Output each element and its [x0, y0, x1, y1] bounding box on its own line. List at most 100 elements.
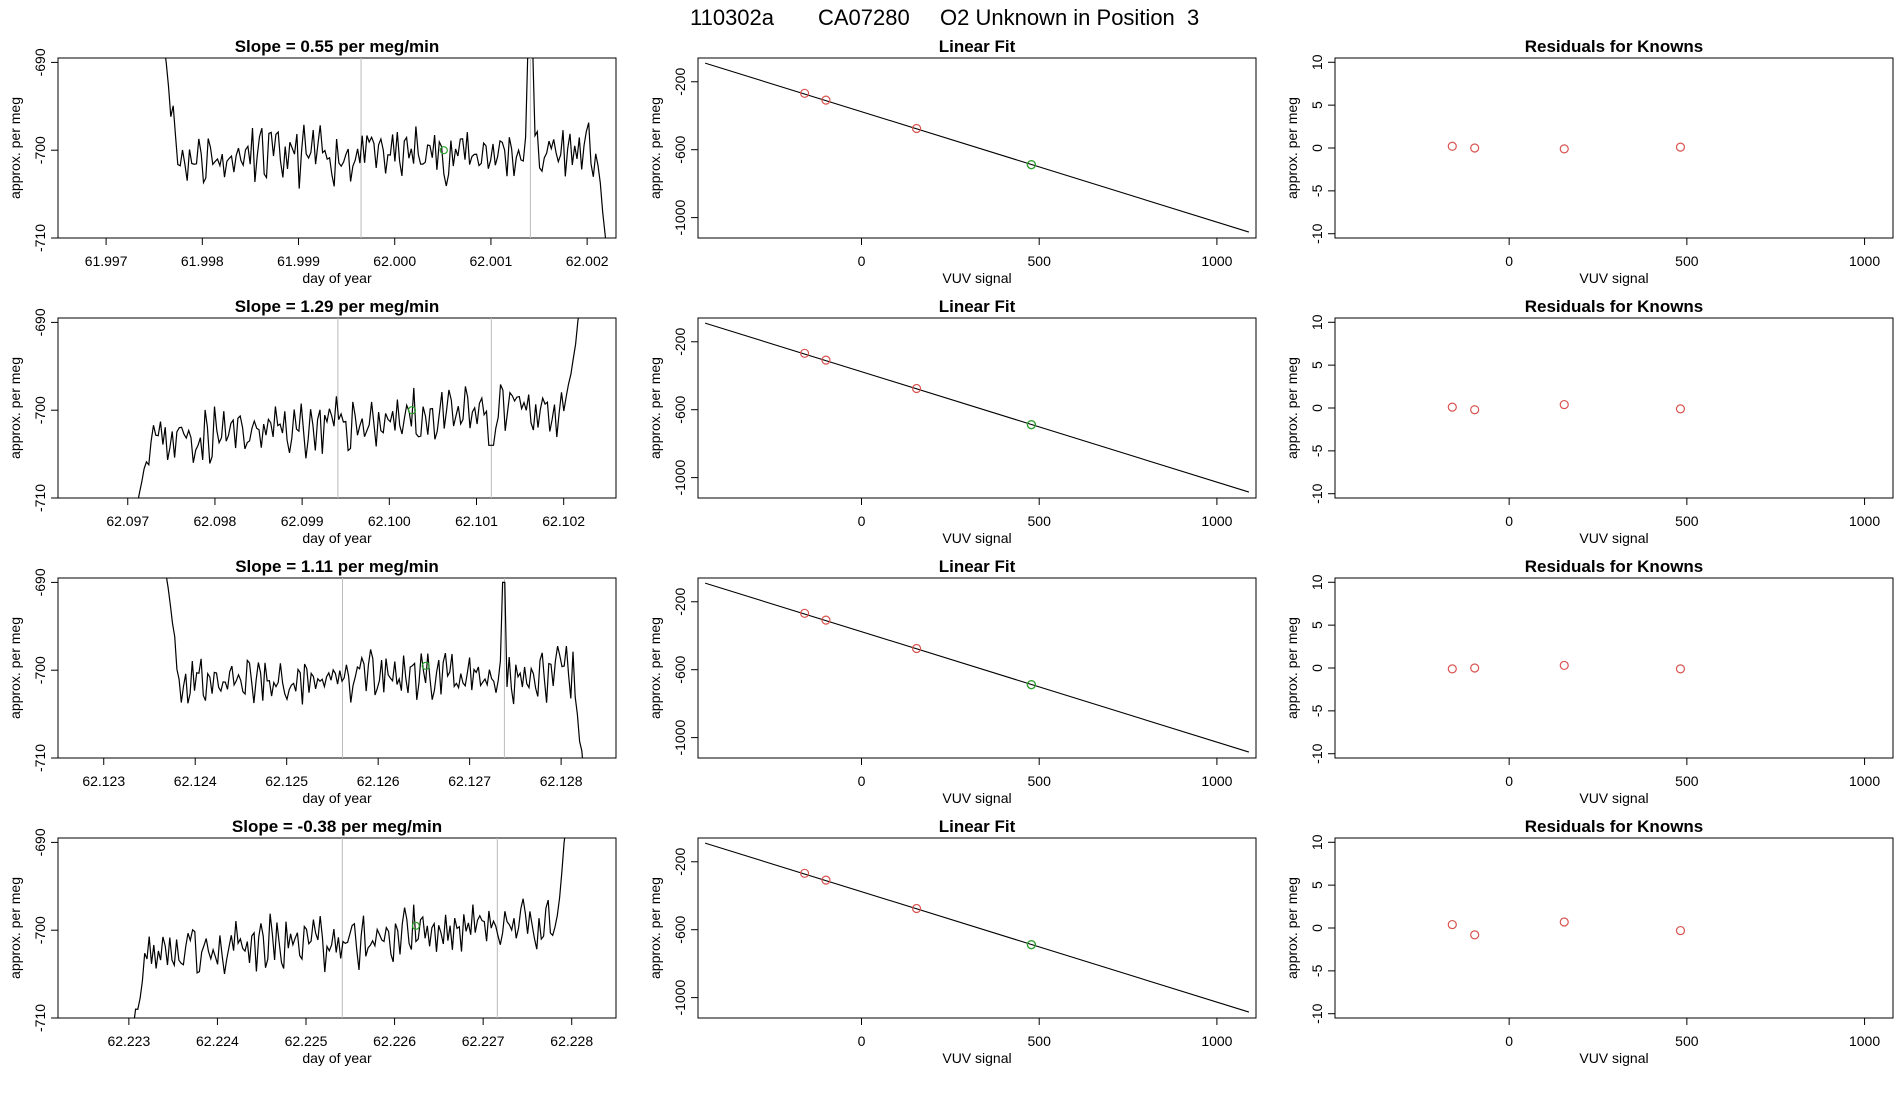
x-tick-label: 0 — [1505, 513, 1513, 529]
y-tick-label: 0 — [1309, 664, 1325, 672]
residual-point — [1675, 404, 1686, 414]
residual-point — [1470, 930, 1480, 940]
residual-point — [1675, 664, 1686, 674]
known-point — [911, 383, 922, 394]
panel-r3-c3: Residuals for Knowns 0 500 1000 10 5 0 -5 -10 VUV… — [1284, 557, 1894, 806]
x-tick-label: 500 — [1675, 1033, 1699, 1049]
known-point — [821, 355, 831, 365]
data-trace — [137, 318, 579, 498]
y-tick-label: 0 — [1309, 144, 1325, 152]
x-tick-label: 62.099 — [281, 513, 324, 529]
y-axis-label: approx. per meg — [7, 357, 23, 459]
y-axis-label: approx. per meg — [1284, 97, 1300, 199]
known-point — [800, 88, 810, 98]
plot-frame — [697, 317, 1257, 499]
plot-area — [1447, 917, 1686, 940]
unknown-point — [1026, 679, 1037, 690]
plot-title: Linear Fit — [939, 557, 1016, 576]
x-tick-label: 62.002 — [566, 253, 609, 269]
plot-area — [1447, 399, 1686, 415]
plot-frame — [57, 577, 617, 759]
plot-title: Residuals for Knowns — [1525, 817, 1704, 836]
y-tick-label: -600 — [672, 655, 688, 683]
y-tick-label: 10 — [1309, 54, 1325, 70]
panel-r2-c1: Slope = 1.29 per meg/min 62.097 62.098 62.0… — [7, 297, 617, 546]
y-axis-label: approx. per meg — [647, 357, 663, 459]
slope-title: Slope = 1.11 per meg/min — [235, 557, 439, 576]
panel-r1-c2: Linear Fit 0 500 1000 -200 -600 -1000 VUV signa… — [647, 37, 1257, 286]
residual-point — [1447, 402, 1457, 412]
x-tick-label: 62.124 — [174, 773, 217, 789]
y-tick-label: -200 — [672, 68, 688, 96]
panel-r4-c2: Linear Fit 0 500 1000 -200 -600 -1000 VUV signa… — [647, 817, 1257, 1066]
x-axis-label: VUV signal — [942, 1050, 1011, 1066]
panel-r2-c2: Linear Fit 0 500 1000 -200 -600 -1000 VUV signa… — [647, 297, 1257, 546]
x-tick-label: 61.997 — [85, 253, 128, 269]
x-axis-label: day of year — [302, 270, 372, 286]
plot-title: Residuals for Knowns — [1525, 37, 1704, 56]
plot-area — [1447, 141, 1686, 154]
y-tick-label: 10 — [1309, 574, 1325, 590]
y-tick-label: -710 — [32, 224, 48, 252]
known-point — [911, 123, 922, 134]
y-tick-label: 10 — [1309, 834, 1325, 850]
y-tick-label: -700 — [32, 396, 48, 424]
y-tick-label: -200 — [672, 588, 688, 616]
y-tick-label: -690 — [32, 308, 48, 336]
residual-point — [1447, 664, 1457, 674]
figure-suptitle: 110302a CA07280 O2 Unknown in Position 3 — [690, 5, 1199, 30]
x-tick-label: 62.000 — [373, 253, 416, 269]
y-axis-label: approx. per meg — [7, 877, 23, 979]
x-tick-label: 0 — [858, 1033, 866, 1049]
y-tick-label: -710 — [32, 744, 48, 772]
x-tick-label: 1000 — [1201, 1033, 1232, 1049]
plot-area — [704, 62, 1250, 233]
residual-point — [1470, 663, 1480, 673]
y-tick-label: -10 — [1309, 743, 1325, 763]
x-tick-label: 0 — [858, 773, 866, 789]
plot-frame — [57, 837, 617, 1019]
suptitle-sample-id: 110302a — [690, 5, 775, 30]
plot-area — [704, 322, 1250, 493]
x-axis-label: VUV signal — [1579, 530, 1648, 546]
suptitle-position: O2 Unknown in Position 3 — [940, 5, 1199, 30]
x-tick-label: 1000 — [1201, 773, 1232, 789]
plot-title: Linear Fit — [939, 297, 1016, 316]
y-tick-label: -600 — [672, 395, 688, 423]
y-tick-label: -200 — [672, 848, 688, 876]
x-tick-label: 0 — [858, 513, 866, 529]
known-point — [911, 643, 922, 654]
y-tick-label: -1000 — [672, 980, 688, 1016]
x-tick-label: 500 — [1028, 773, 1052, 789]
plot-area — [704, 582, 1250, 753]
x-tick-label: 1000 — [1849, 773, 1880, 789]
y-tick-label: 5 — [1309, 101, 1325, 109]
plot-title: Linear Fit — [939, 817, 1016, 836]
x-tick-label: 62.125 — [265, 773, 308, 789]
x-tick-label: 1000 — [1849, 253, 1880, 269]
plot-area — [165, 578, 584, 758]
known-point — [800, 348, 810, 358]
x-tick-label: 62.227 — [462, 1033, 505, 1049]
y-tick-label: 5 — [1309, 621, 1325, 629]
y-tick-label: -710 — [32, 484, 48, 512]
x-axis-label: VUV signal — [1579, 270, 1648, 286]
panel-r1-c3: Residuals for Knowns 0 500 1000 10 5 0 -5 -10 VUV… — [1284, 37, 1894, 286]
residual-point — [1559, 917, 1569, 927]
y-tick-label: -690 — [32, 568, 48, 596]
x-axis-label: VUV signal — [1579, 790, 1648, 806]
panel-r1-c1: Slope = 0.55 per meg/min 61.997 61.998 61.9… — [7, 37, 617, 286]
y-tick-label: 5 — [1309, 881, 1325, 889]
fit-line — [704, 582, 1250, 753]
x-tick-label: 62.102 — [542, 513, 585, 529]
x-axis-label: VUV signal — [1579, 1050, 1648, 1066]
x-tick-label: 0 — [1505, 253, 1513, 269]
x-tick-label: 62.223 — [107, 1033, 150, 1049]
y-tick-label: 0 — [1309, 924, 1325, 932]
plot-frame — [1334, 837, 1894, 1019]
y-tick-label: -710 — [32, 1004, 48, 1032]
y-tick-label: 0 — [1309, 404, 1325, 412]
residual-point — [1559, 399, 1569, 410]
x-tick-label: 1000 — [1201, 253, 1232, 269]
plot-frame — [1334, 317, 1894, 499]
